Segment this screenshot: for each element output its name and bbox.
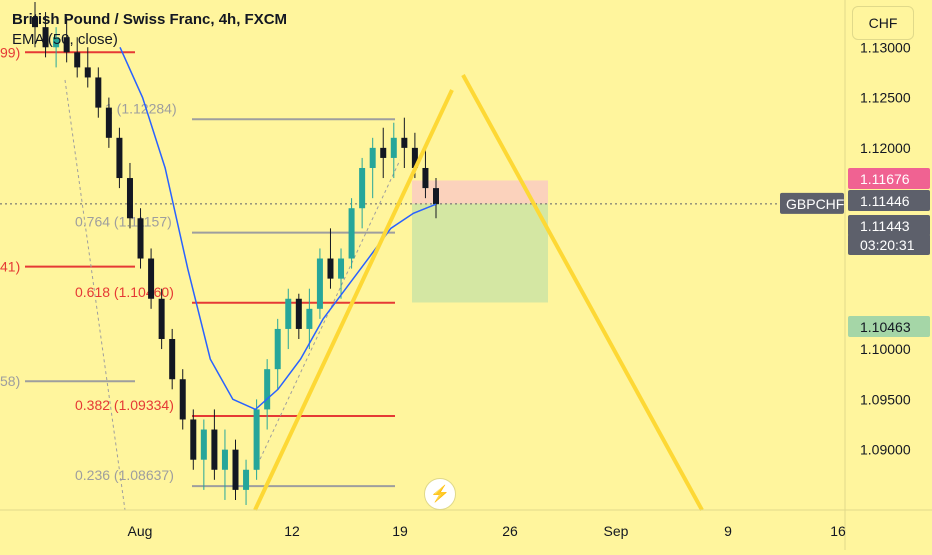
trend-guide: [254, 159, 401, 471]
price-badge-label: 1.11446: [860, 193, 910, 209]
lightning-icon[interactable]: ⚡: [424, 478, 456, 510]
candle: [211, 429, 218, 470]
candle: [369, 147, 376, 168]
price-badge: [848, 190, 930, 211]
time-tick-label: 9: [724, 523, 732, 539]
candle: [158, 298, 165, 339]
candle: [422, 167, 429, 189]
symbol-tag: [780, 192, 844, 214]
pattern-leg: [461, 74, 704, 511]
time-tick-label: 12: [284, 523, 300, 539]
candle: [285, 298, 292, 329]
candle: [401, 137, 408, 148]
price-badge-label: 1.10463: [860, 319, 911, 335]
candle: [190, 419, 197, 460]
candle: [63, 37, 70, 53]
price-badge: [848, 234, 930, 255]
price-badge-label: 03:20:31: [860, 237, 915, 253]
candle: [243, 469, 250, 490]
candle: [316, 258, 323, 309]
candle: [95, 77, 102, 108]
price-badge: [848, 215, 930, 236]
candle: [411, 147, 418, 168]
candle: [53, 37, 60, 48]
fib-label: 0.764 (1.11157): [75, 214, 172, 230]
fib-label: 0.618 (1.10460): [75, 284, 174, 300]
candle: [105, 107, 112, 138]
price-tick-label: 1.10000: [860, 341, 911, 357]
price-tick-label: 1.12500: [860, 90, 911, 106]
time-tick-label: 19: [392, 523, 408, 539]
candle: [253, 409, 260, 470]
price-tick-label: 1.09000: [860, 442, 911, 458]
fib-label: 0.382 (1.09334): [75, 397, 174, 413]
price-tick-label: 1.09500: [860, 391, 911, 407]
time-tick-label: Aug: [128, 523, 153, 539]
price-tick-label: 1.13000: [860, 39, 911, 55]
candle: [179, 379, 186, 420]
candle: [338, 258, 345, 279]
candle: [221, 449, 228, 470]
candle: [306, 308, 313, 329]
candle: [116, 137, 123, 179]
symbol-tag-label: GBPCHF: [786, 196, 844, 212]
candle: [380, 147, 387, 158]
candle: [126, 178, 133, 219]
currency-label[interactable]: CHF: [852, 6, 914, 40]
chart-legend: British Pound / Swiss Franc, 4h, FXCM EM…: [12, 10, 287, 50]
fib-label: 0.236 (1.08637): [75, 467, 174, 483]
candle: [295, 298, 302, 329]
fib-label-fragment: 58): [0, 373, 20, 389]
candle: [232, 449, 239, 490]
candle: [264, 369, 271, 410]
time-tick-label: 26: [502, 523, 518, 539]
time-tick-label: Sep: [604, 523, 629, 539]
candle: [84, 67, 91, 78]
fib-label-fragment: 99): [0, 44, 20, 60]
indicator-label: EMA (50, close): [12, 31, 118, 48]
candle: [169, 338, 176, 380]
candle: [32, 17, 38, 28]
candle: [74, 52, 81, 68]
fib-label-fragment: 41): [0, 259, 20, 275]
candle: [148, 258, 155, 299]
price-badge: [848, 316, 930, 337]
price-badge-label: 1.11443: [860, 218, 910, 234]
price-tick-label: 1.12000: [860, 140, 911, 156]
candle: [433, 188, 439, 205]
price-badge-label: 1.11676: [860, 171, 910, 187]
stop-zone: [412, 180, 548, 204]
pattern-leg: [253, 89, 454, 511]
candle: [200, 429, 207, 460]
candle: [274, 328, 281, 370]
target-zone: [412, 203, 548, 303]
price-badge: [848, 168, 930, 189]
trend-guide: [64, 79, 126, 511]
candle: [359, 167, 366, 209]
fib-label: 1 (1.12284): [105, 100, 177, 116]
candle: [137, 218, 144, 259]
symbol-title: British Pound / Swiss Franc, 4h, FXCM: [12, 11, 288, 28]
candle: [390, 137, 397, 158]
candle: [327, 258, 334, 279]
candle: [42, 27, 49, 48]
time-tick-label: 16: [830, 523, 846, 539]
candle: [348, 208, 355, 259]
